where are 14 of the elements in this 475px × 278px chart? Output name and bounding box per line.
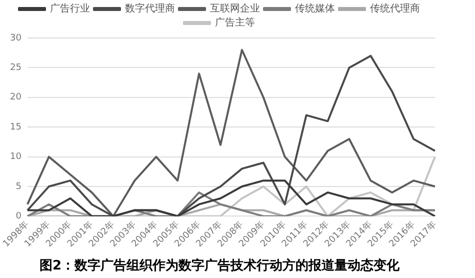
legend-label: 广告行业	[50, 2, 90, 15]
legend-label: 传统媒体	[295, 2, 335, 15]
y-tick-label: 30	[10, 33, 22, 44]
y-tick-label: 0	[16, 212, 22, 222]
y-tick-label: 5	[16, 182, 22, 192]
y-tick-label: 25	[10, 63, 22, 74]
y-tick-label: 20	[10, 92, 22, 103]
legend-label: 传统代理商	[370, 2, 420, 15]
legend-label: 互联网企业	[210, 2, 260, 15]
y-tick-label: 10	[10, 152, 22, 162]
y-tick-label: 15	[10, 122, 22, 132]
legend-label: 数字代理商	[125, 2, 175, 15]
legend-label: 广告主等	[215, 16, 255, 29]
text: 图2：数字广告组织作为数字广告技术行动方的报道量动态变化	[39, 258, 401, 274]
